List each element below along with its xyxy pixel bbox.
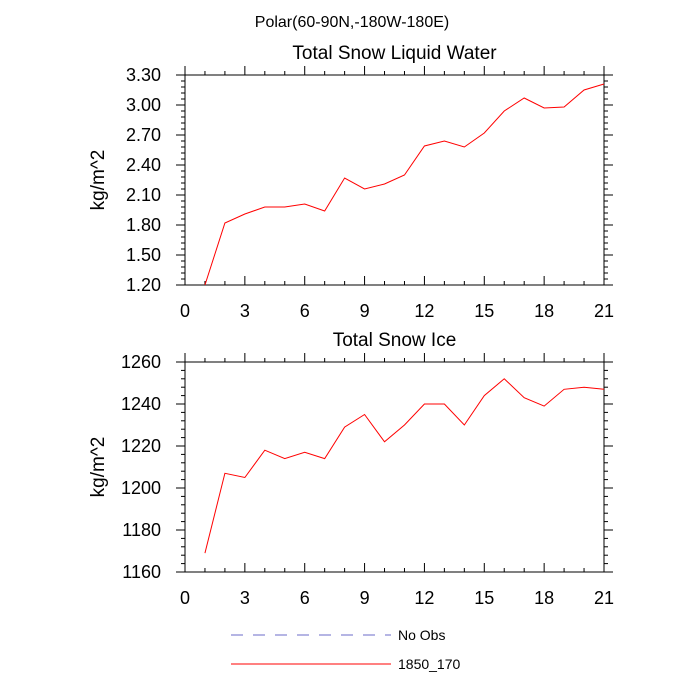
plot-frame [184, 361, 605, 573]
x-tick-label: 0 [180, 588, 190, 608]
y-tick-label: 3.00 [126, 95, 161, 115]
legend-entry: No Obs [231, 627, 445, 643]
series-line-1850_170 [204, 83, 605, 286]
x-tick-label: 21 [594, 588, 614, 608]
x-tick-label: 0 [180, 301, 190, 321]
y-tick-label: 1240 [121, 394, 161, 414]
legend-entry: 1850_170 [231, 656, 461, 672]
y-tick-label: 1160 [122, 562, 161, 582]
y-tick-label: 2.40 [126, 155, 161, 175]
chart-title: Total Snow Ice [333, 330, 457, 351]
x-tick-label: 18 [534, 301, 554, 321]
x-tick-label: 6 [300, 588, 310, 608]
x-tick-label: 18 [534, 588, 554, 608]
x-tick-label: 15 [474, 301, 494, 321]
x-tick-label: 12 [414, 301, 434, 321]
series-line-1850_170 [204, 378, 605, 554]
chart-title: Total Snow Liquid Water [292, 43, 497, 64]
y-tick-label: 1180 [122, 520, 161, 540]
figure-title: Polar(60-90N,-180W-180E) [255, 14, 449, 31]
y-axis-label: kg/m^2 [88, 437, 109, 498]
legend-label: 1850_170 [398, 656, 461, 672]
panels: 0 3 6 9 12 15 18 21 1.20 1.50 1.80 2.10 2.40 2.70 3.00… [88, 43, 614, 608]
y-tick-label: 1.20 [126, 275, 161, 295]
plot-frame [184, 74, 605, 286]
x-tick-label: 3 [240, 301, 250, 321]
y-tick-label: 1260 [121, 352, 161, 372]
x-tick-label: 15 [474, 588, 494, 608]
y-tick-label: 3.30 [126, 65, 161, 85]
x-tick-label: 9 [360, 588, 370, 608]
y-tick-label: 1.80 [126, 215, 161, 235]
legend-label: No Obs [398, 627, 445, 643]
x-tick-label: 9 [360, 301, 370, 321]
y-tick-label: 2.10 [126, 185, 161, 205]
y-tick-label: 1.50 [126, 245, 161, 265]
y-tick-label: 2.70 [126, 125, 161, 145]
y-tick-label: 1220 [121, 436, 161, 456]
chart-panel-1: 0 3 6 9 12 15 18 21 1.20 1.50 1.80 2.10 2.40 2.70 3.00… [88, 43, 614, 321]
y-tick-label: 1200 [121, 478, 161, 498]
y-axis-label: kg/m^2 [88, 150, 109, 211]
chart-panel-2: 0 3 6 9 12 15 18 21 1160 1180 1200 1220 1240 1260 Tota… [88, 330, 614, 608]
x-tick-label: 21 [594, 301, 614, 321]
x-tick-label: 6 [300, 301, 310, 321]
legend: No Obs 1850_170 [231, 627, 461, 672]
x-tick-label: 3 [240, 588, 250, 608]
x-tick-label: 12 [414, 588, 434, 608]
